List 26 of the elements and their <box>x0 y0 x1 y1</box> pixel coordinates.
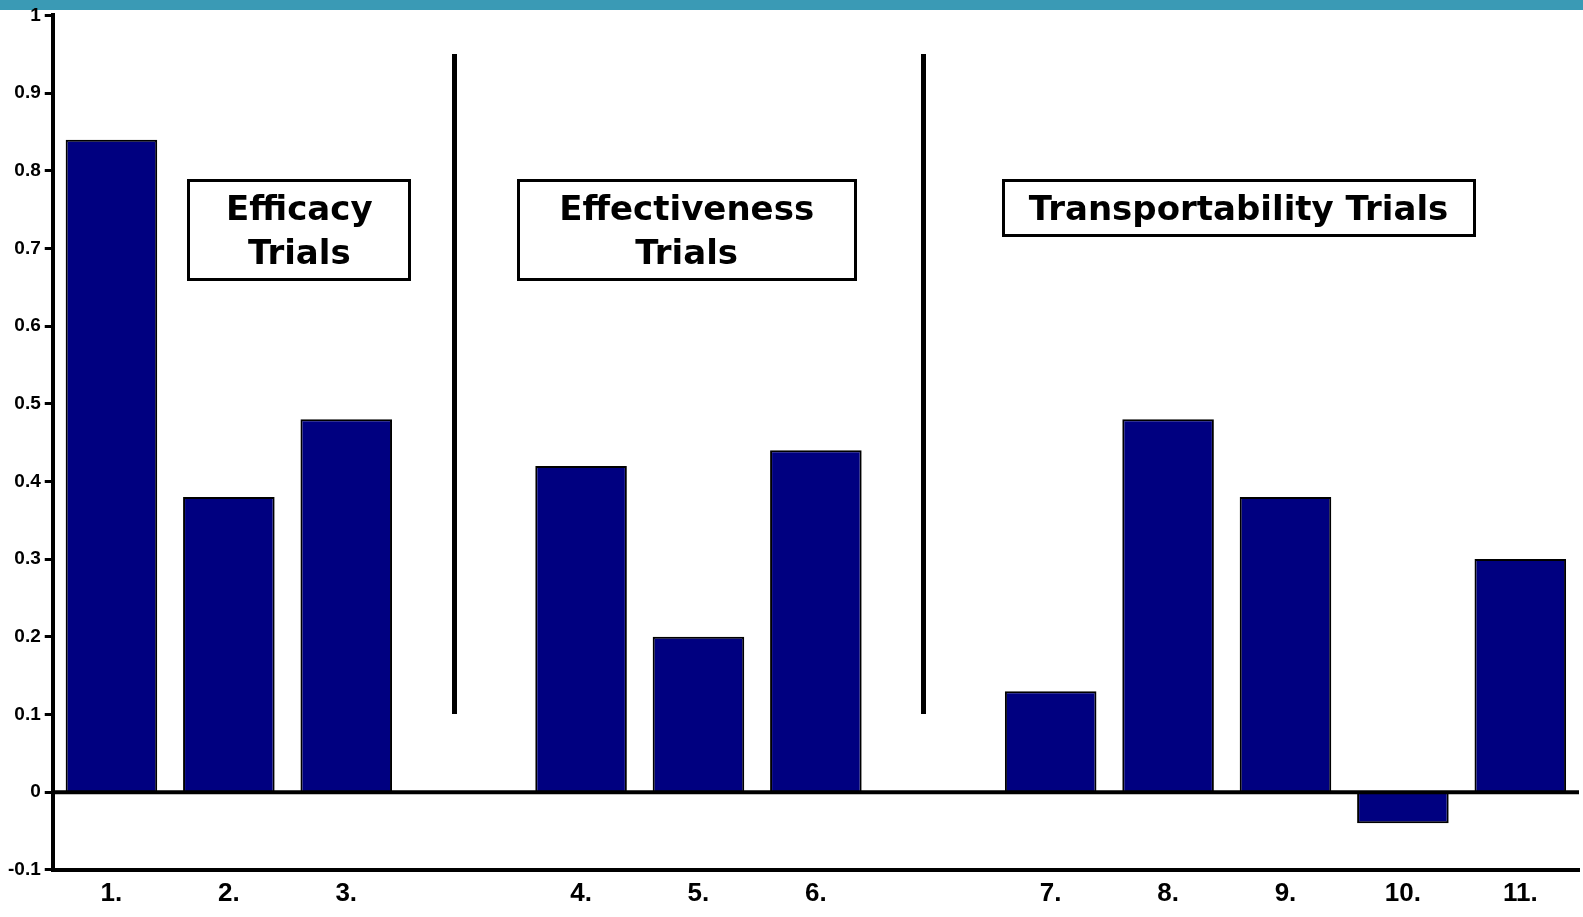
y-tick-label: 0.5 <box>14 392 42 413</box>
y-tick-label: 0 <box>30 780 41 802</box>
x-tick-label: 2. <box>218 876 240 907</box>
y-tick-label: -0.1 <box>7 858 42 880</box>
y-tick-label: 0.4 <box>14 469 42 491</box>
x-tick-label: 9. <box>1274 876 1297 907</box>
x-tick-label: 10. <box>1384 876 1421 907</box>
x-tick-label: 8. <box>1157 876 1179 907</box>
x-tick-label: 7. <box>1039 876 1062 907</box>
annotation: Efficacy Trials <box>187 178 412 281</box>
y-tick-label: 1 <box>30 3 42 25</box>
x-tick-label: 4. <box>570 876 592 907</box>
x-tick-label: 1. <box>100 876 123 907</box>
y-tick-label: 0.8 <box>14 158 41 180</box>
y-tick-label: 0.9 <box>14 81 41 103</box>
x-tick-label: 6. <box>805 876 827 907</box>
x-tick-label: 11. <box>1502 876 1538 907</box>
annotation: Effectiveness Trials <box>516 178 857 281</box>
y-tick-label: 0.7 <box>14 236 41 258</box>
y-tick-label: 0.3 <box>14 547 41 569</box>
x-tick-label: 3. <box>335 876 358 907</box>
x-tick-label: 5. <box>687 876 710 907</box>
y-tick-label: 0.1 <box>14 702 42 724</box>
y-tick-label: 0.6 <box>14 314 41 336</box>
annotation: Transportability Trials <box>1001 178 1476 237</box>
y-tick-label: 0.2 <box>14 625 41 647</box>
